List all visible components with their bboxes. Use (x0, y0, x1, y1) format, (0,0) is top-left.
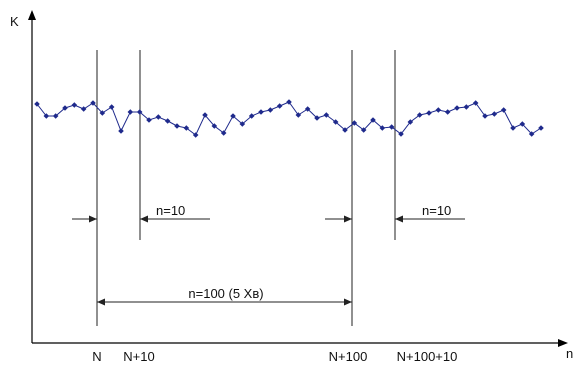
span-right-arrowhead (344, 298, 352, 306)
data-point (519, 121, 526, 127)
data-point (482, 113, 488, 119)
y-axis-arrow (28, 10, 36, 20)
data-point (108, 104, 115, 110)
data-point (80, 106, 87, 112)
x-marker-label-n: N (92, 349, 101, 364)
data-point (398, 131, 404, 137)
data-point (342, 127, 348, 133)
data-point (192, 132, 199, 138)
marker-lines (96, 50, 396, 326)
data-point (323, 112, 330, 118)
data-point (248, 113, 255, 119)
data-point (99, 110, 106, 116)
data-point (276, 103, 283, 109)
data-point (314, 115, 320, 121)
x-marker-label-n-plus-100-plus-10: N+100+10 (397, 349, 458, 364)
data-point (174, 123, 180, 129)
data-point (472, 100, 479, 106)
x-marker-labels: N N+10 N+100 N+100+10 (92, 349, 457, 364)
data-point (416, 112, 423, 118)
data-point (239, 121, 246, 127)
data-point (258, 109, 264, 115)
axes: K n (10, 10, 573, 361)
first-window-left-arrowhead (89, 215, 97, 223)
data-point (500, 107, 507, 113)
data-point (435, 107, 442, 113)
data-point (426, 110, 432, 116)
series-layer (34, 99, 544, 138)
first-window-label: n=10 (156, 203, 185, 218)
data-point (90, 100, 96, 106)
x-axis-label: n (566, 346, 573, 361)
y-axis-label: K (10, 14, 19, 29)
first-window-right-arrowhead (140, 215, 148, 223)
data-point (360, 127, 367, 133)
data-point (155, 114, 162, 120)
span-label: n=100 (5 Хв) (188, 286, 263, 301)
data-point (127, 109, 134, 115)
x-axis-arrow (558, 339, 568, 347)
data-point (267, 107, 274, 113)
second-window-left-arrowhead (344, 215, 352, 223)
data-point (286, 99, 292, 105)
data-point (454, 105, 460, 111)
second-window-right-arrowhead (395, 215, 403, 223)
x-marker-label-n-plus-100: N+100 (329, 349, 368, 364)
data-point (220, 130, 227, 136)
data-point (71, 102, 78, 108)
data-point (332, 119, 339, 125)
data-point (164, 118, 171, 124)
data-point (146, 117, 152, 123)
data-point (538, 125, 544, 131)
data-point (62, 105, 68, 111)
second-window-label: n=10 (422, 203, 451, 218)
data-point (211, 123, 218, 129)
data-point (528, 131, 535, 137)
data-point (43, 113, 50, 119)
data-point (295, 112, 302, 118)
data-point (463, 104, 470, 110)
data-point (379, 125, 386, 131)
data-point (34, 101, 40, 107)
x-marker-label-n-plus-10: N+10 (123, 349, 154, 364)
span-left-arrowhead (97, 298, 105, 306)
interval-annotations: n=10 n=10 n=100 (5 Хв) (72, 203, 465, 306)
data-point (444, 109, 451, 115)
data-point (491, 111, 498, 117)
data-point (304, 106, 311, 112)
data-point (202, 112, 208, 118)
data-point (52, 113, 59, 119)
data-point (351, 120, 358, 126)
data-point (183, 125, 190, 131)
data-point (370, 117, 376, 123)
data-point (510, 125, 516, 131)
data-point (407, 119, 414, 125)
data-point (230, 113, 236, 119)
data-point (118, 128, 124, 134)
data-point (136, 109, 143, 115)
data-point (388, 124, 395, 130)
